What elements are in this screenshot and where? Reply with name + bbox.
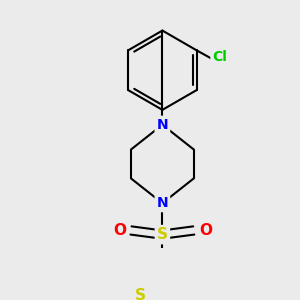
Text: S: S xyxy=(157,227,168,242)
Text: N: N xyxy=(157,118,168,132)
Text: N: N xyxy=(157,196,168,210)
Text: Cl: Cl xyxy=(212,50,227,64)
Text: S: S xyxy=(135,288,146,300)
Text: O: O xyxy=(113,223,126,238)
Text: O: O xyxy=(199,223,212,238)
